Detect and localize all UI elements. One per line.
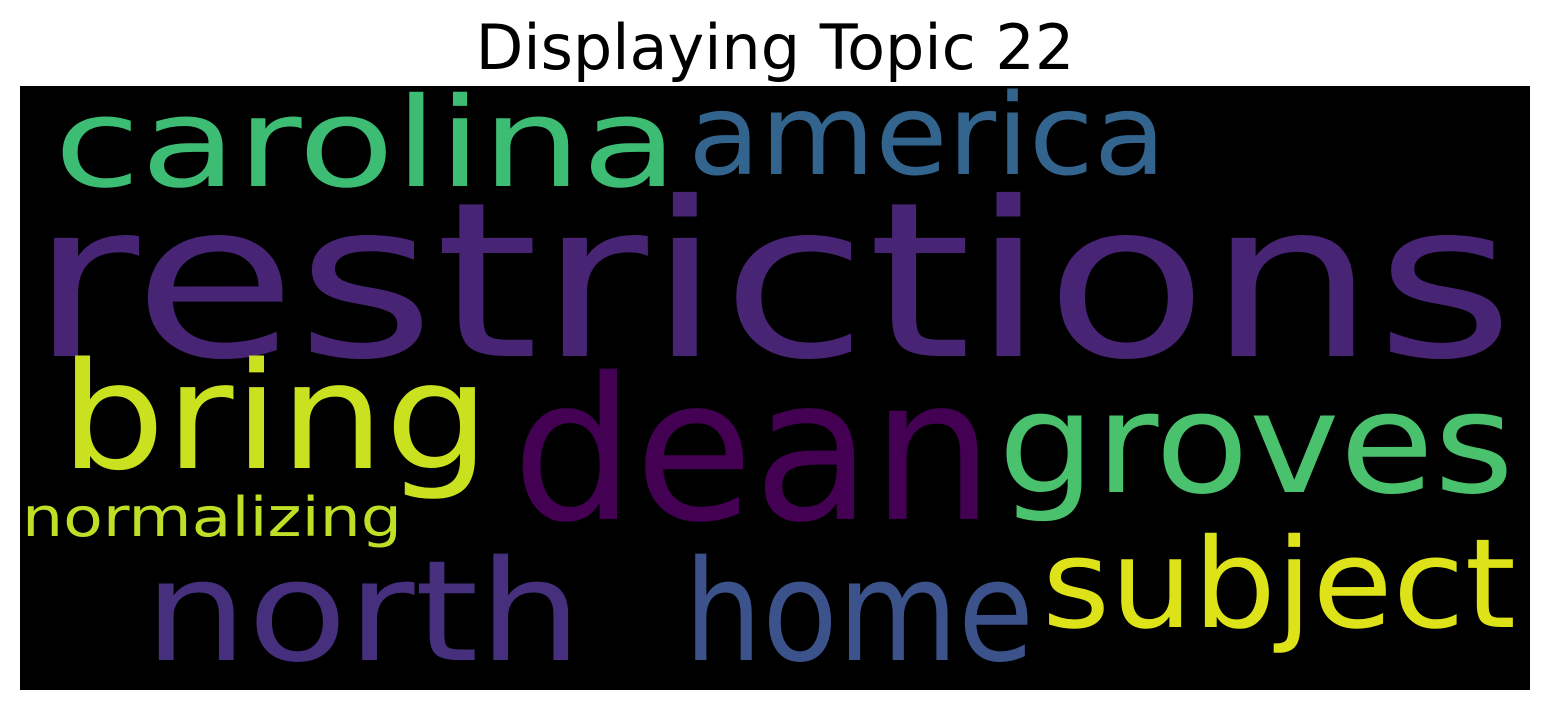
word-subject: subject (1042, 513, 1516, 657)
word-cloud-svg: restrictions dean groves carolina americ… (20, 86, 1530, 690)
word-normalizing: normalizing (22, 486, 402, 549)
word-home: home (684, 531, 1034, 690)
word-cloud-canvas: restrictions dean groves carolina americ… (20, 86, 1530, 690)
word-groves: groves (998, 363, 1514, 526)
word-restrictions: restrictions (30, 156, 1514, 407)
figure-title: Displaying Topic 22 (475, 11, 1075, 84)
word-north: north (144, 531, 582, 690)
word-bring: bring (60, 331, 490, 503)
word-carolina: carolina (54, 86, 678, 216)
word-america: america (688, 86, 1166, 201)
word-dean: dean (512, 335, 994, 566)
word-cloud-background (20, 86, 1530, 690)
